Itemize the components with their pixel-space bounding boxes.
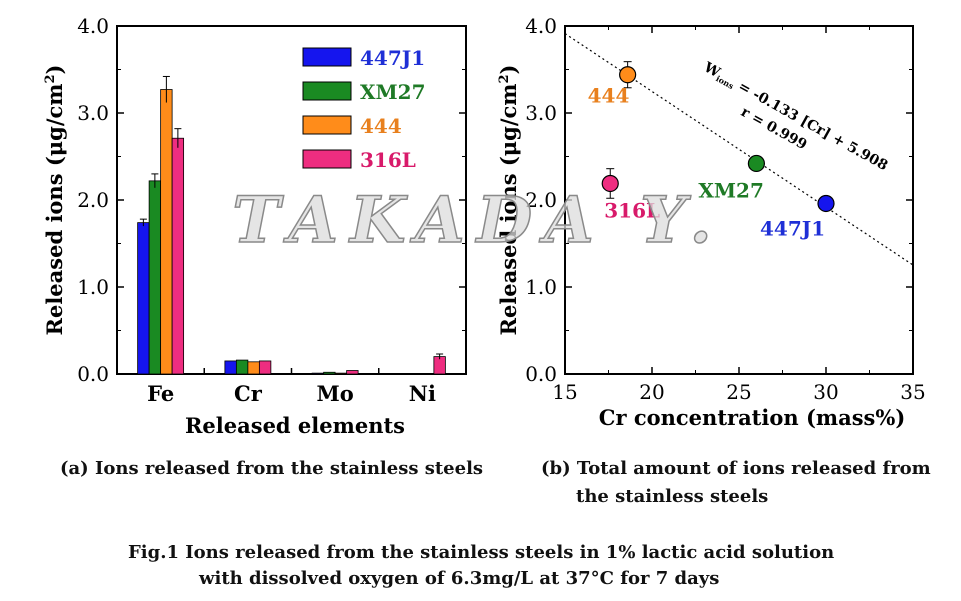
y-tick-label: 0.0	[525, 362, 557, 386]
watermark: TAKADA Y.	[232, 183, 724, 258]
legend-swatch	[302, 81, 352, 101]
bar-chart-x-axis-label: Released elements	[185, 413, 405, 438]
svg-text:Wions = -0.133 [Cr] + 5.908: Wions = -0.133 [Cr] + 5.908	[700, 59, 891, 175]
y-tick-label: 2.0	[525, 188, 557, 212]
scatter-chart-x-ticks: 15 20 25 30 35	[552, 26, 926, 404]
point-label: XM27	[698, 178, 764, 202]
point-label: 444	[588, 84, 630, 108]
x-category-label: Mo	[316, 381, 353, 406]
bar	[323, 371, 336, 375]
point-label: 316L	[604, 198, 660, 222]
x-tick-label: 20	[639, 380, 664, 404]
y-tick-label: 3.0	[525, 101, 557, 125]
bar	[334, 372, 348, 375]
bar	[160, 89, 173, 375]
data-point	[817, 194, 835, 213]
regression-equation: Wions = -0.133 [Cr] + 5.908 r = 0.999	[700, 59, 891, 175]
legend-label: XM27	[360, 80, 426, 104]
y-tick-label: 3.0	[77, 101, 109, 125]
legend-label: 316L	[360, 148, 416, 172]
bar-chart-y-axis-label: Released ions (μg/cm2)	[42, 65, 67, 336]
scatter-chart-x-axis-label: Cr concentration (mass%)	[599, 405, 906, 430]
legend-label: 447J1	[360, 46, 425, 70]
y-tick-label: 4.0	[77, 14, 109, 38]
bar	[171, 137, 185, 375]
bar	[235, 359, 249, 375]
x-category-label: Cr	[234, 381, 263, 406]
bar-chart-panel: 0.0 1.0 2.0 3.0 4.0 Fe Cr Mo Ni 447J1 XM27 444 316…	[42, 14, 467, 438]
data-point	[601, 174, 619, 193]
data-point	[747, 154, 766, 173]
bar	[247, 361, 260, 375]
caption-b-line-1: (b) Total amount of ions released from	[541, 458, 931, 479]
bar-chart-legend: 447J1 XM27 444 316L	[302, 46, 426, 172]
scatter-chart-points: 444 316L XM27 447J1	[588, 61, 835, 240]
legend-label: 444	[360, 114, 402, 138]
caption-a: (a) Ions released from the stainless ste…	[60, 458, 484, 479]
x-tick-label: 25	[726, 380, 751, 404]
x-category-label: Fe	[147, 381, 174, 406]
legend-swatch	[302, 47, 352, 67]
equation-lhs: W	[700, 59, 723, 81]
caption-b-line-2: the stainless steels	[576, 486, 769, 507]
y-tick-label: 2.0	[77, 188, 109, 212]
bar	[346, 370, 359, 375]
y-tick-label: 4.0	[525, 14, 557, 38]
bar	[311, 372, 325, 375]
point-label: 447J1	[760, 216, 825, 240]
x-category-label: Ni	[409, 381, 436, 406]
bar-chart-bars	[137, 75, 446, 375]
bar	[137, 222, 150, 375]
bar	[224, 360, 237, 375]
bar-chart-y-ticks: 0.0 1.0 2.0 3.0 4.0	[77, 14, 466, 386]
figure-caption-line-1: Fig.1 Ions released from the stainless s…	[128, 542, 835, 563]
legend-swatch	[302, 149, 352, 169]
bar	[258, 360, 272, 375]
data-point	[619, 66, 637, 84]
x-tick-label: 35	[900, 380, 925, 404]
scatter-chart-y-axis-label: Released ions (μg/cm2)	[496, 65, 521, 336]
scatter-chart-y-ticks: 0.0 1.0 2.0 3.0 4.0	[525, 14, 913, 386]
y-tick-label: 1.0	[77, 275, 109, 299]
legend-swatch	[302, 115, 352, 135]
figure-caption-line-2: with dissolved oxygen of 6.3mg/L at 37°C…	[199, 568, 720, 589]
bar-chart-x-categories: Fe Cr Mo Ni	[116, 368, 436, 406]
x-tick-label: 30	[813, 380, 838, 404]
x-tick-label: 15	[552, 380, 577, 404]
bar	[148, 180, 162, 375]
y-tick-label: 1.0	[525, 275, 557, 299]
y-tick-label: 0.0	[77, 362, 109, 386]
